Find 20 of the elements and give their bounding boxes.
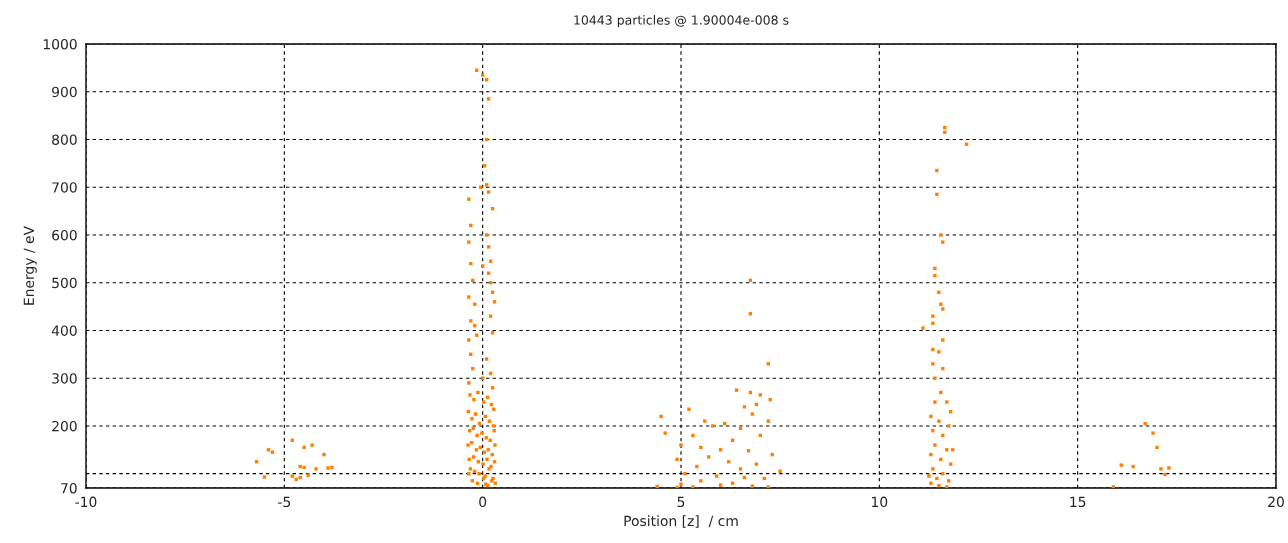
x-axis-title: Position [z] / cm bbox=[624, 515, 738, 528]
y-tick-label: 900 bbox=[52, 86, 77, 98]
y-tick-label: 500 bbox=[52, 277, 77, 289]
y-tick-label: 200 bbox=[52, 420, 77, 432]
x-tick-label: -10 bbox=[75, 496, 97, 508]
x-tick-label: -5 bbox=[278, 496, 291, 508]
x-tick-label: 20 bbox=[1268, 496, 1284, 508]
y-tick-label: 800 bbox=[52, 134, 77, 145]
y-axis-title: Energy / eV bbox=[23, 226, 37, 305]
y-tick-label: 70 bbox=[61, 482, 77, 494]
y-tick-label: 1000 bbox=[43, 38, 77, 50]
x-tick-label: 10 bbox=[872, 496, 888, 508]
y-tick-label: 600 bbox=[52, 229, 77, 241]
x-tick-label: 5 bbox=[677, 496, 685, 508]
y-tick-label: 300 bbox=[52, 373, 77, 384]
chart-title: 10443 particles @ 1.90004e-008 s bbox=[574, 15, 789, 28]
x-tick-label: 15 bbox=[1070, 496, 1086, 508]
x-tick-label: 0 bbox=[479, 496, 487, 508]
y-tick-label: 400 bbox=[51, 325, 77, 336]
y-tick-label: 700 bbox=[52, 182, 77, 193]
